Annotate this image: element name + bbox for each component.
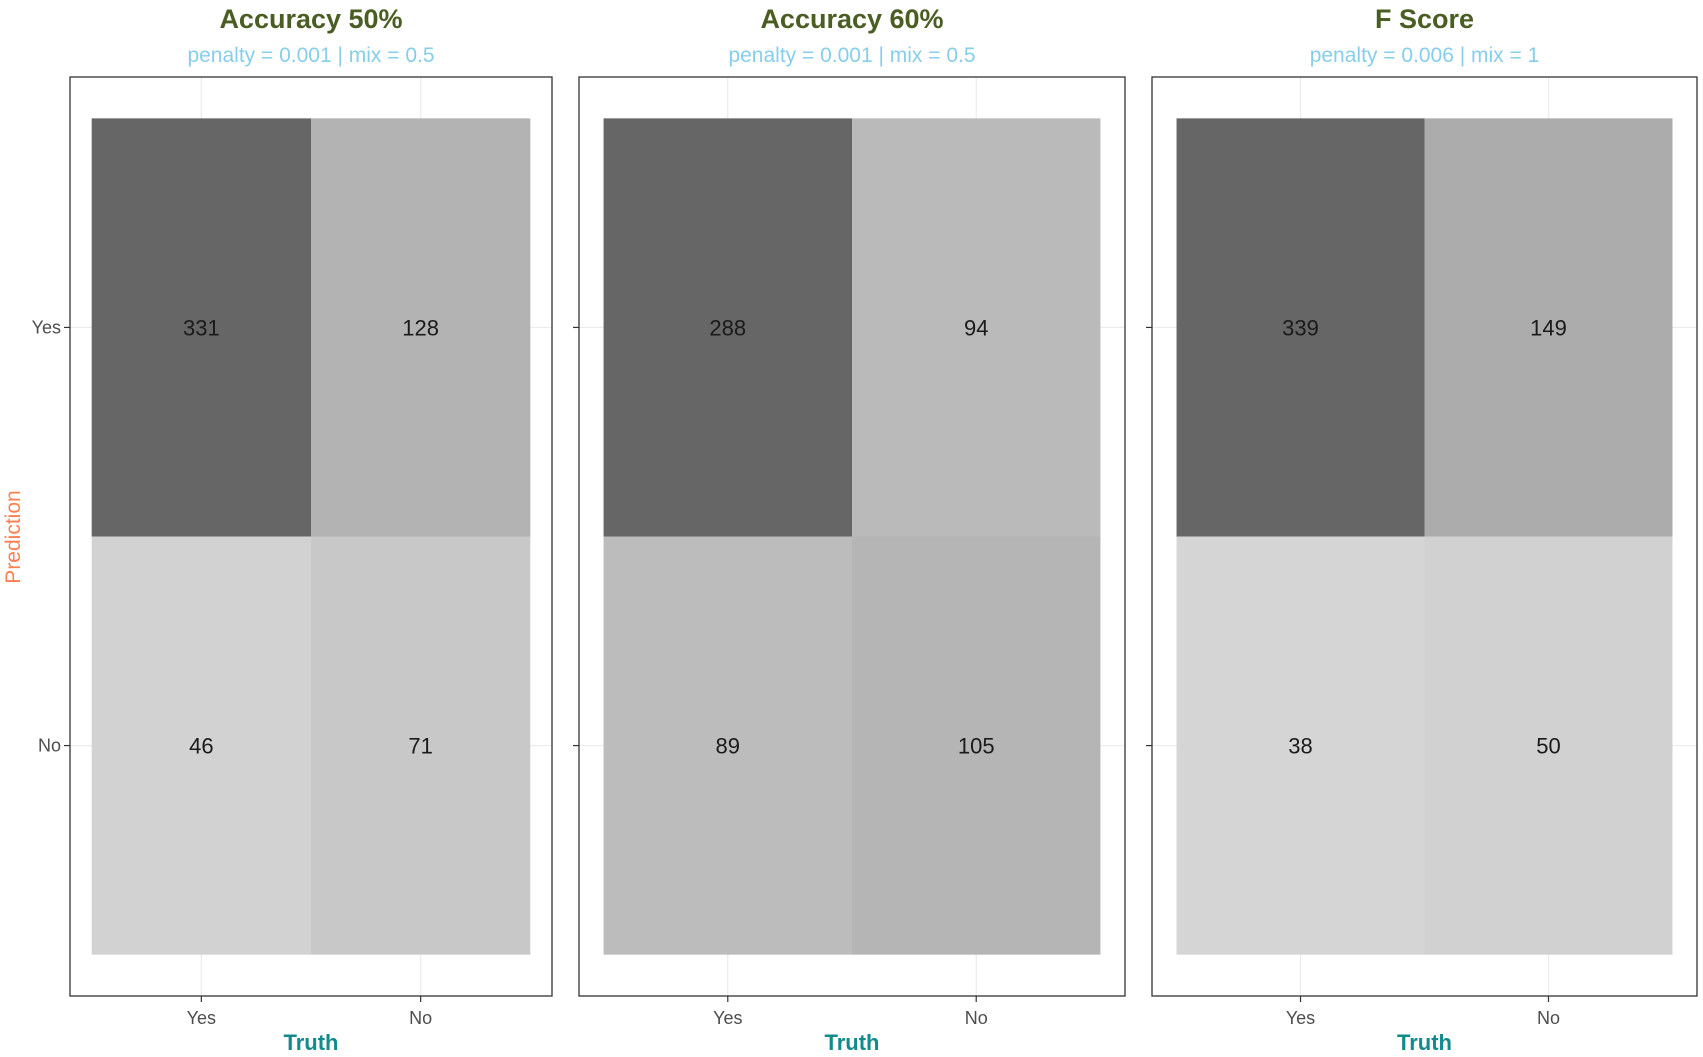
panel-border [578,76,1126,997]
heatmap-cell [311,536,531,955]
y-tick-label: No [38,736,61,756]
x-axis-title: Truth [1397,1030,1452,1055]
x-axis-title: Truth [825,1030,880,1055]
cell-value-label: 94 [964,315,988,340]
heatmap-cell [91,536,311,955]
panel-title: Accuracy 50% [219,4,402,34]
x-tick-label: No [1537,1008,1560,1028]
cell-value-label: 149 [1530,315,1567,340]
heatmap-cell [852,536,1101,955]
heatmap-cell [603,118,852,537]
panel-title: Accuracy 60% [760,4,943,34]
cell-value-label: 89 [716,734,740,759]
x-tick-label: No [409,1008,432,1028]
y-axis-title: Prediction [2,490,25,583]
cell-value-label: 50 [1536,734,1560,759]
cell-value-label: 288 [709,315,746,340]
heatmap-cell [603,536,852,955]
panel-3: F Score penalty = 0.006 | mix = 1 339 149 38… [1146,4,1698,1055]
cell-value-label: 339 [1282,315,1319,340]
cell-value-label: 105 [958,734,995,759]
panel-border [69,76,553,997]
panels-group: Accuracy 50% penalty = 0.001 | mix = 0.5 3… [32,4,1698,1055]
heatmap-cell [852,118,1101,537]
cell-value-label: 71 [408,734,432,759]
panel-subtitle: penalty = 0.006 | mix = 1 [1310,44,1540,67]
panel-border [1151,76,1698,997]
x-tick-label: Yes [1286,1008,1315,1028]
x-tick-label: Yes [713,1008,742,1028]
panel-subtitle: penalty = 0.001 | mix = 0.5 [187,44,434,67]
heatmap-cell [311,118,531,537]
x-axis-title: Truth [284,1030,339,1055]
cell-value-label: 331 [183,315,220,340]
heatmap-cell [91,118,311,537]
heatmap-cell [1176,118,1425,537]
panel-2: Accuracy 60% penalty = 0.001 | mix = 0.5 2… [573,4,1126,1055]
heatmap-cell [1424,536,1673,955]
panel-subtitle: penalty = 0.001 | mix = 0.5 [728,44,975,67]
x-tick-label: No [965,1008,988,1028]
panel-1: Accuracy 50% penalty = 0.001 | mix = 0.5 3… [32,4,553,1055]
y-tick-label: Yes [32,317,61,337]
cell-value-label: 46 [189,734,213,759]
heatmap-cell [1176,536,1425,955]
cell-value-label: 38 [1288,734,1312,759]
panel-title: F Score [1375,4,1474,34]
heatmap-cell [1424,118,1673,537]
x-tick-label: Yes [187,1008,216,1028]
cell-value-label: 128 [402,315,439,340]
